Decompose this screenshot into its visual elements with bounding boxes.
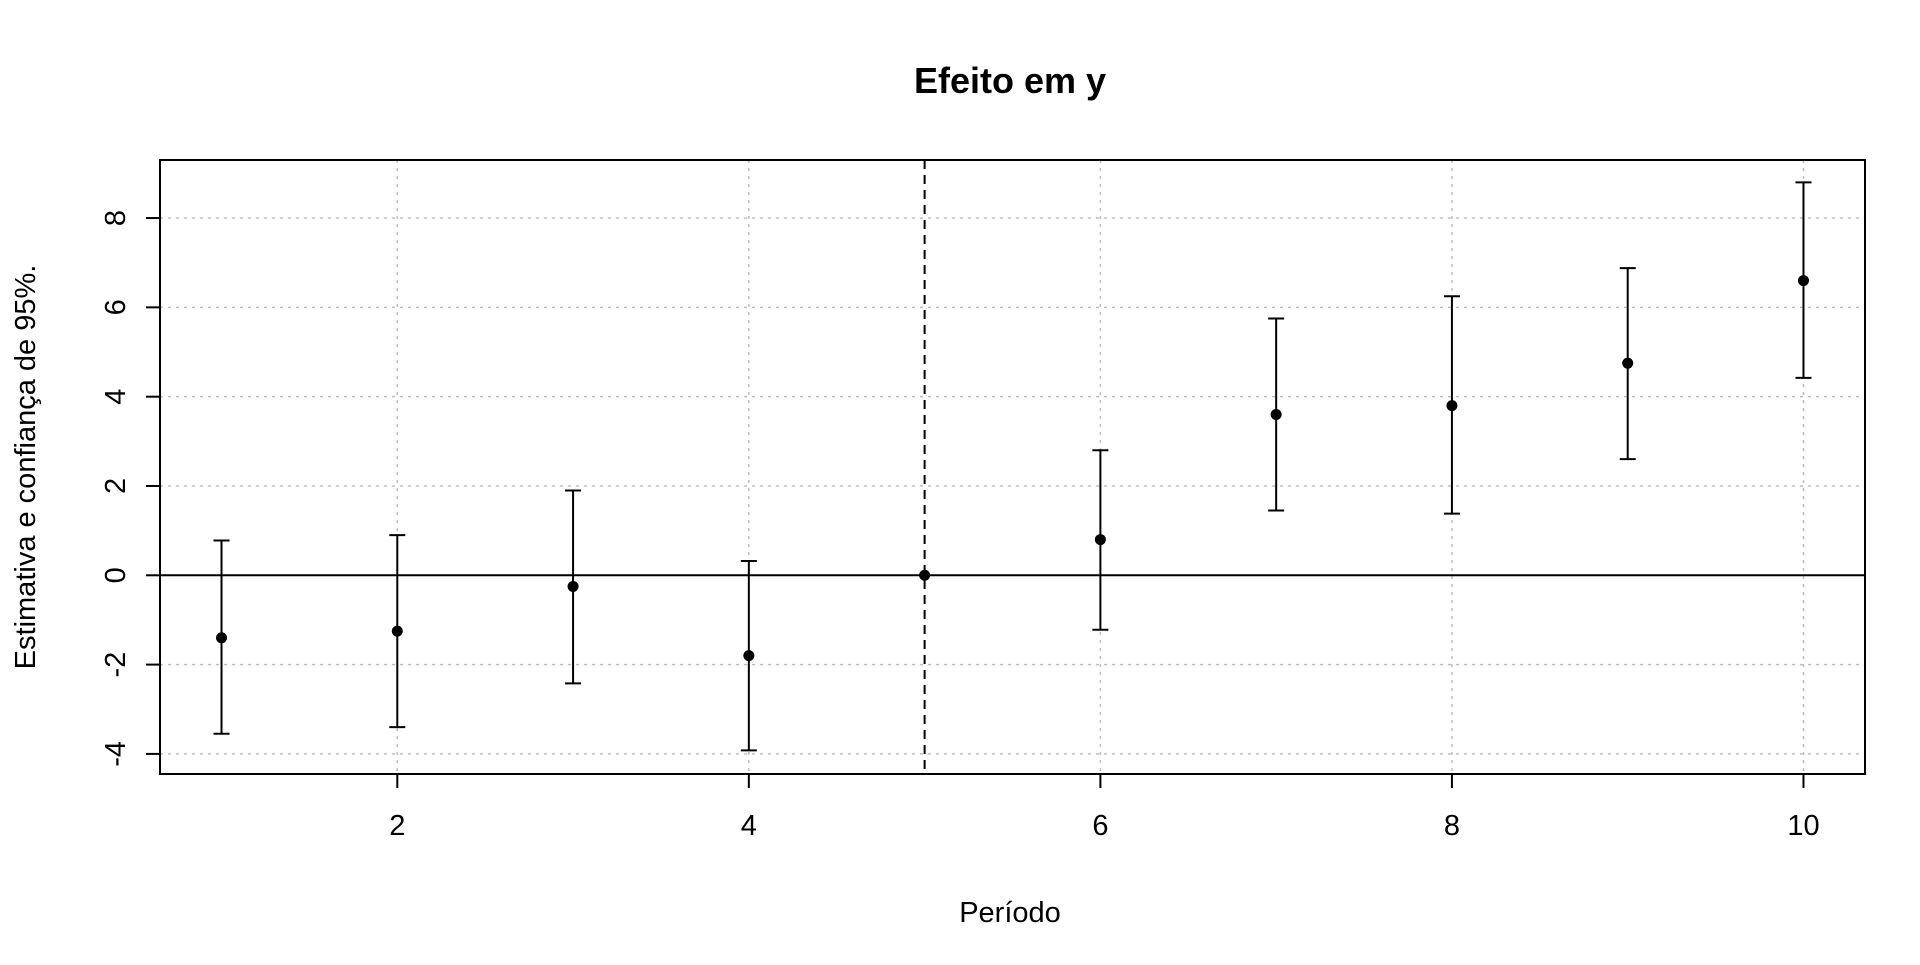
x-tick-label: 2 <box>389 810 405 842</box>
x-tick-label: 4 <box>741 810 757 842</box>
x-tick-label: 6 <box>1092 810 1108 842</box>
y-axis: -4 -2 0 2 4 6 8 <box>100 210 160 767</box>
y-tick-label: 4 <box>100 389 132 405</box>
estimate-point <box>391 625 403 637</box>
y-tick-label: -4 <box>100 741 132 767</box>
estimate-point <box>1094 534 1106 546</box>
y-tick-label: 0 <box>100 567 132 583</box>
estimate-point <box>743 650 755 662</box>
plot-frame <box>159 159 1866 775</box>
reference-lines <box>160 160 1865 774</box>
data-marks <box>213 181 1812 752</box>
estimate-point <box>1446 400 1458 412</box>
estimate-point <box>1270 409 1282 421</box>
chart-title: Efeito em y <box>914 60 1106 101</box>
grid-layer <box>160 160 1865 774</box>
y-axis-label: Estimativa e confiança de 95%. <box>10 265 42 670</box>
x-tick-label: 10 <box>1787 810 1819 842</box>
y-tick-label: 8 <box>100 210 132 226</box>
x-axis-label: Período <box>959 897 1061 929</box>
estimate-point <box>1797 275 1809 287</box>
estimate-point <box>919 569 931 581</box>
x-axis: 2 4 6 8 10 <box>389 774 1820 842</box>
y-tick-label: -2 <box>100 652 132 678</box>
y-tick-label: 2 <box>100 478 132 494</box>
estimate-point <box>567 580 579 592</box>
estimate-point <box>1622 357 1634 369</box>
y-tick-label: 6 <box>100 299 132 315</box>
estimate-point <box>216 632 228 644</box>
x-tick-label: 8 <box>1444 810 1460 842</box>
